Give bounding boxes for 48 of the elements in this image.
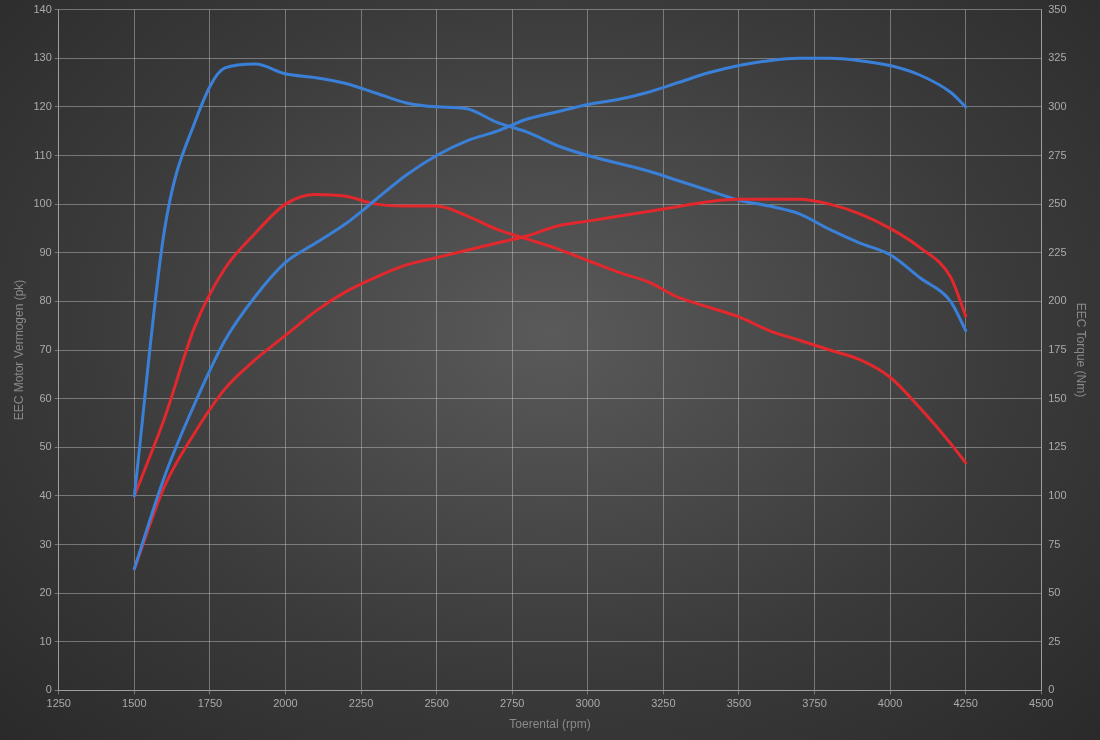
y2-tick-label: 275: [1048, 148, 1067, 161]
y2-tick-label: 50: [1048, 586, 1061, 599]
y2-tick-label: 25: [1048, 634, 1061, 647]
x-tick-label: 1750: [197, 697, 223, 710]
y2-tick-label: 225: [1048, 245, 1067, 258]
x-tick-label: 4000: [877, 697, 903, 710]
y2-tick-label: 200: [1048, 294, 1067, 307]
y2-tick-label: 150: [1048, 391, 1067, 404]
y-tick-label: 80: [39, 294, 52, 307]
x-tick-label: 2250: [348, 697, 374, 710]
y-tick-label: 60: [39, 391, 52, 404]
x-tick-label: 4500: [1029, 697, 1054, 710]
y-tick-label: 130: [33, 51, 52, 64]
x-tick-label: 2500: [424, 697, 449, 710]
y2-tick-label: 175: [1048, 343, 1067, 356]
x-tick-label: 4250: [953, 697, 978, 710]
y2-tick-label: 75: [1048, 537, 1061, 550]
x-tick-label: 1250: [46, 697, 71, 710]
y-tick-label: 70: [39, 343, 52, 356]
y-tick-label: 110: [34, 148, 52, 161]
x-tick-label: 3500: [726, 697, 752, 710]
x-tick-label: 3000: [575, 697, 601, 710]
x-tick-label: 1500: [122, 697, 147, 710]
y-tick-label: 30: [39, 537, 52, 550]
y-tick-label: 50: [39, 440, 52, 453]
y-tick-label: 140: [33, 2, 52, 15]
y-tick-label: 90: [39, 245, 52, 258]
x-tick-label: 2000: [273, 697, 298, 710]
y-axis-title: EEC Motor Vermogen (pk): [11, 279, 26, 421]
y2-tick-label: 125: [1048, 440, 1067, 453]
y2-tick-label: 0: [1048, 683, 1055, 696]
line-series: [132, 56, 968, 571]
y2-tick-label: 350: [1048, 2, 1067, 15]
y-tick-label: 120: [33, 99, 52, 112]
y-tick-label: 100: [33, 197, 52, 210]
y2-tick-label: 300: [1048, 99, 1067, 112]
x-tick-label: 3750: [802, 697, 827, 710]
x-tick-label: 3250: [651, 697, 676, 710]
y-tick-label: 10: [39, 634, 52, 647]
x-tick-label: 2750: [499, 697, 525, 710]
x-axis-title: Toerental (rpm): [509, 717, 591, 732]
y2-tick-label: 100: [1048, 488, 1067, 501]
y2-tick-label: 250: [1048, 197, 1067, 210]
y-tick-label: 40: [39, 488, 52, 501]
y2-axis-title: EEC Torque (Nm): [1074, 302, 1089, 398]
y2-tick-label: 325: [1048, 51, 1067, 64]
y-tick-label: 20: [39, 586, 52, 599]
y-tick-label: 0: [45, 683, 52, 696]
